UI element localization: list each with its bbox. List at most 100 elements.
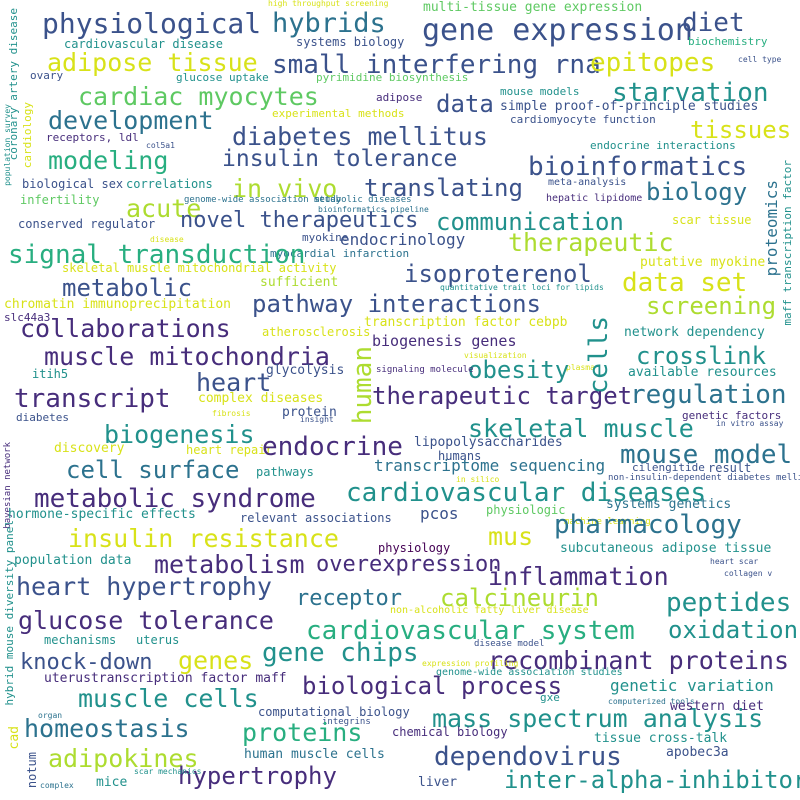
word-glycolysis: glycolysis	[266, 363, 345, 378]
word-physiology: physiology	[378, 541, 451, 555]
word-available-resources: available resources	[628, 365, 777, 380]
word-collagen-v: collagen v	[724, 569, 773, 578]
word-adipose-tissue: adipose tissue	[47, 48, 258, 77]
word-liver: liver	[418, 775, 458, 790]
word-cardiology: cardiology	[21, 102, 34, 169]
word-muscle-mitochondria: muscle mitochondria	[44, 342, 330, 371]
word-protein: protein	[282, 405, 337, 420]
word-hypertrophy: hypertrophy	[178, 762, 337, 790]
word-genetic-variation: genetic variation	[610, 676, 774, 695]
word-modeling: modeling	[48, 146, 169, 175]
word-network-dependency: network dependency	[624, 325, 765, 340]
word-genome-wide-association-study: genome-wide association study	[184, 195, 342, 205]
word-endocrine-interactions: endocrine interactions	[590, 139, 736, 152]
word-atherosclerosis: atherosclerosis	[262, 325, 371, 339]
word-complex: complex	[40, 781, 74, 790]
word-cardiomyocyte-function: cardiomyocyte function	[510, 113, 656, 126]
word-bioinformatics-pipeline: bioinformatics pipeline	[318, 205, 429, 214]
word-population-data: population data	[14, 553, 132, 568]
word-genome-wide-association-studies: genome-wide association studies	[436, 667, 623, 678]
word-result: result	[708, 461, 752, 475]
word-non-insulin-dependent-diabetes-mellitus: non-insulin-dependent diabetes mellitus	[608, 473, 800, 483]
word-hybrid-mouse-diversity-panel: hybrid mouse diversity panel	[3, 520, 16, 706]
word-discovery: discovery	[54, 441, 125, 456]
word-cardiovascular-system: cardiovascular system	[306, 616, 635, 646]
word-hybrids: hybrids	[272, 8, 386, 39]
word-uterustranscription-factor-maff: uterustranscription factor maff	[44, 671, 287, 686]
word-adipose: adipose	[376, 91, 423, 104]
word-conserved-regulator: conserved regulator	[18, 217, 156, 231]
word-heart-scar: heart scar	[710, 557, 759, 566]
word-receptors-ldl: receptors, ldl	[46, 131, 139, 144]
word-multi-tissue-gene-expression: multi-tissue gene expression	[423, 0, 643, 15]
word-insulin-resistance: insulin resistance	[68, 524, 339, 553]
word-endocrine: endocrine	[262, 432, 403, 462]
word-cell-type: cell type	[738, 55, 782, 64]
word-transcriptome-sequencing: transcriptome sequencing	[374, 456, 606, 475]
word-development: development	[48, 106, 214, 135]
word-transcript: transcript	[14, 384, 171, 414]
word-translating: translating	[364, 174, 523, 202]
word-pyrimidine-biosynthesis: pyrimidine biosynthesis	[316, 71, 469, 84]
word-receptor: receptor	[296, 586, 402, 611]
word-in-silico: in silico	[456, 475, 500, 484]
word-lipopolysaccharides: lipopolysaccharides	[414, 435, 563, 450]
word-cad: cad	[7, 726, 22, 750]
word-metabolic-syndrome: metabolic syndrome	[34, 484, 316, 514]
word-bioinformatics: bioinformatics	[528, 152, 748, 182]
word-scar-mechanics: scar mechanics	[134, 767, 202, 776]
word-signal-transduction: signal transduction	[8, 240, 306, 270]
word-chemical-biology: chemical biology	[392, 725, 508, 739]
word-itih5: itih5	[32, 367, 69, 381]
word-knock-down: knock-down	[20, 650, 153, 675]
word-cell-surface: cell surface	[66, 456, 240, 484]
word-isoproterenol: isoproterenol	[404, 260, 592, 288]
word-quantitative-trait-loci-for-lipids: quantitative trait loci for lipids	[440, 283, 604, 292]
word-in-vivo: in vivo	[232, 174, 338, 203]
word-high-throughput-screening: high throughput screening	[268, 0, 389, 8]
word-plasma: plasma	[566, 363, 595, 372]
word-screening: screening	[646, 292, 777, 320]
word-mass-spectrum-analysis: mass spectrum analysis	[432, 704, 764, 733]
word-heart-hypertrophy: heart hypertrophy	[16, 572, 272, 601]
word-biogenesis: biogenesis	[104, 420, 255, 449]
word-non-alcoholic-fatty-liver-disease: non-alcoholic fatty liver disease	[390, 605, 589, 616]
word-systems-biology: systems biology	[296, 35, 405, 49]
word-population-survey: population survey	[3, 104, 12, 186]
word-physiological: physiological	[42, 7, 262, 40]
word-relevant-associations: relevant associations	[240, 511, 392, 525]
word-insight: insight	[300, 415, 334, 424]
word-pathways: pathways	[256, 465, 314, 479]
word-peptides: peptides	[666, 588, 792, 618]
word-novel-therapeutics: novel therapeutics	[180, 208, 419, 233]
word-myokine: myokine	[302, 231, 349, 244]
word-machine-learning: machine learning	[564, 517, 651, 527]
word-slc44a3: slc44a3	[4, 311, 51, 324]
word-epitopes: epitopes	[590, 48, 716, 78]
word-gene-expression: gene expression	[422, 13, 693, 48]
word-starvation: starvation	[612, 78, 769, 108]
word-apobec3a: apobec3a	[666, 745, 729, 760]
word-inflammation: inflammation	[488, 562, 669, 591]
word-humans: humans	[438, 449, 482, 463]
word-hormone-specific-effects: hormone-specific effects	[8, 507, 196, 522]
word-uterus: uterus	[136, 633, 180, 647]
word-metabolic: metabolic	[62, 274, 193, 302]
word-biology: biology	[646, 178, 748, 206]
word-skeletal-muscle-mitochondrial-activity: skeletal muscle mitochondrial activity	[62, 261, 337, 275]
word-metabolic-diseases: metabolic diseases	[314, 195, 412, 205]
word-biological-sex: biological sex	[22, 177, 124, 191]
word-cilengitide: cilengitide	[632, 461, 705, 474]
word-scar-tissue: scar tissue	[672, 213, 752, 227]
word-heart-repair: heart repair	[186, 443, 273, 457]
word-systems-genetics: systems genetics	[606, 497, 732, 512]
word-pathway-interactions: pathway interactions	[252, 290, 541, 318]
word-mechanisms: mechanisms	[44, 633, 117, 647]
word-notum: notum	[25, 752, 39, 789]
word-in-vitro-assay: in vitro assay	[716, 419, 784, 428]
word-mouse-models: mouse models	[500, 85, 580, 98]
word-disease-model: disease model	[474, 639, 545, 649]
word-inter-alpha-inhibitor: inter-alpha-inhibitor	[504, 766, 800, 794]
word-putative-myokine: putative myokine	[640, 255, 766, 270]
